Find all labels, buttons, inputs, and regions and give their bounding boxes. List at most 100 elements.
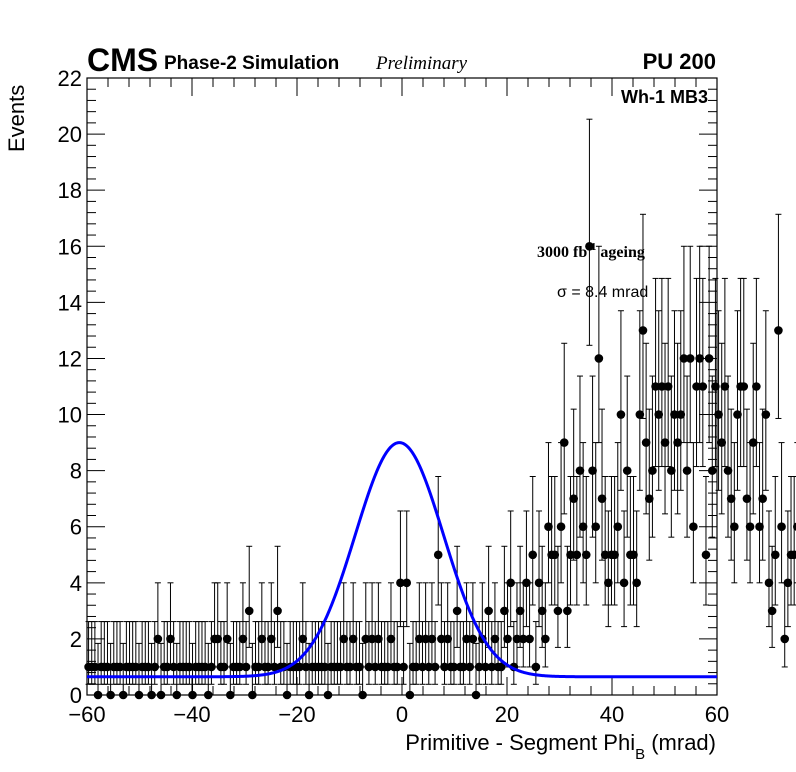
data-point bbox=[692, 382, 701, 391]
data-point bbox=[172, 690, 182, 700]
data-point bbox=[402, 578, 412, 588]
data-point bbox=[695, 354, 704, 363]
plot-frame bbox=[86, 77, 718, 696]
data-point bbox=[730, 522, 739, 532]
data-point bbox=[301, 662, 311, 672]
data-point bbox=[644, 494, 654, 503]
data-point bbox=[789, 550, 796, 560]
data-point bbox=[462, 634, 471, 644]
data-point bbox=[336, 662, 345, 672]
data-point bbox=[670, 410, 679, 419]
data-point bbox=[761, 410, 771, 419]
data-point bbox=[566, 550, 575, 560]
data-point bbox=[364, 662, 374, 672]
experiment-label: CMS bbox=[87, 42, 158, 78]
x-tick-label: −60 bbox=[68, 702, 105, 727]
data-point bbox=[707, 466, 717, 475]
data-point bbox=[518, 634, 528, 644]
data-point bbox=[304, 690, 314, 700]
y-tick-label: 10 bbox=[58, 403, 82, 428]
data-point bbox=[320, 662, 330, 672]
data-point bbox=[405, 690, 415, 700]
data-point bbox=[345, 662, 355, 672]
data-point bbox=[748, 438, 758, 447]
data-point bbox=[185, 662, 194, 672]
data-point bbox=[487, 662, 497, 672]
data-point bbox=[459, 662, 468, 672]
data-point bbox=[522, 578, 531, 588]
data-point bbox=[685, 354, 695, 363]
data-point bbox=[115, 662, 125, 672]
data-point bbox=[386, 634, 396, 644]
x-tick-label: 60 bbox=[705, 702, 729, 727]
x-axis-title-sub: B bbox=[635, 746, 645, 763]
data-point bbox=[396, 578, 405, 588]
data-point bbox=[355, 662, 364, 672]
data-point bbox=[679, 354, 689, 363]
data-point bbox=[465, 662, 475, 672]
data-point bbox=[481, 662, 490, 672]
data-point bbox=[156, 690, 166, 700]
data-point bbox=[437, 634, 446, 644]
y-axis-title: Events bbox=[4, 85, 29, 152]
x-tick-label: 20 bbox=[495, 702, 519, 727]
data-point bbox=[235, 662, 245, 672]
data-point bbox=[537, 606, 547, 616]
data-point bbox=[755, 522, 764, 532]
data-point bbox=[506, 578, 515, 588]
data-point bbox=[616, 410, 626, 419]
x-axis-title-main: Primitive - Segment Phi bbox=[405, 730, 635, 755]
x-tick-label: 40 bbox=[600, 702, 624, 727]
data-point bbox=[226, 690, 235, 700]
x-axis-title: Primitive - Segment PhiB (mrad) bbox=[405, 730, 716, 763]
data-point bbox=[93, 690, 103, 700]
data-point bbox=[752, 382, 761, 391]
data-point bbox=[515, 606, 525, 616]
data-point bbox=[793, 522, 796, 531]
data-point bbox=[241, 662, 251, 672]
data-point bbox=[150, 662, 160, 672]
data-point bbox=[581, 550, 591, 560]
data-point bbox=[200, 662, 210, 672]
data-point bbox=[717, 438, 727, 447]
data-point bbox=[777, 522, 786, 532]
data-point bbox=[295, 662, 304, 672]
data-point bbox=[591, 522, 601, 532]
data-point bbox=[578, 522, 588, 532]
data-point bbox=[163, 662, 172, 672]
data-point bbox=[503, 634, 512, 644]
data-point bbox=[720, 382, 730, 391]
data-points bbox=[84, 241, 796, 700]
data-point bbox=[219, 662, 229, 672]
data-point bbox=[257, 634, 267, 644]
data-point bbox=[770, 550, 780, 560]
data-point bbox=[323, 690, 333, 700]
data-point bbox=[134, 690, 144, 700]
data-point bbox=[657, 382, 667, 391]
data-point bbox=[427, 634, 437, 644]
data-point bbox=[399, 662, 408, 672]
data-point bbox=[266, 634, 276, 644]
data-point bbox=[764, 578, 774, 588]
data-point bbox=[610, 550, 619, 560]
data-point bbox=[569, 494, 578, 503]
data-point bbox=[528, 550, 538, 560]
tick-labels: −60 −40 −20 0 20 40 60 0 2 4 6 8 10 12 14 16 18 20 22 bbox=[58, 66, 730, 727]
data-point bbox=[588, 466, 597, 475]
data-point bbox=[392, 662, 402, 672]
data-point bbox=[147, 690, 156, 700]
data-point bbox=[531, 662, 541, 672]
data-point bbox=[726, 494, 736, 503]
data-point bbox=[525, 634, 534, 644]
data-point bbox=[619, 578, 629, 588]
chamber-label: Wh-1 MB3 bbox=[621, 87, 708, 107]
data-point bbox=[430, 662, 440, 672]
data-point bbox=[541, 634, 550, 644]
data-point bbox=[471, 690, 481, 700]
data-point bbox=[433, 550, 443, 560]
data-point bbox=[263, 662, 273, 672]
data-point bbox=[745, 522, 755, 532]
data-point bbox=[711, 382, 720, 391]
data-point bbox=[701, 550, 711, 560]
